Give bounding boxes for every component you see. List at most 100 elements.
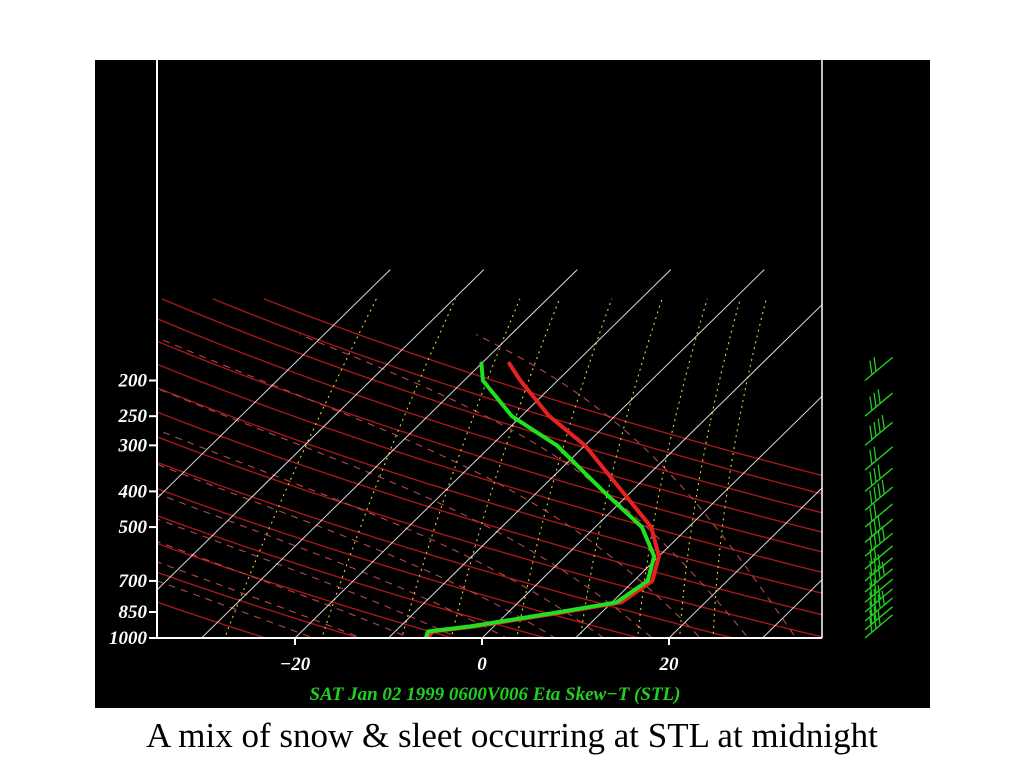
dry-adiabat xyxy=(157,542,455,638)
wind-barb-staff xyxy=(864,486,894,511)
wind-barb xyxy=(864,561,894,593)
dry-adiabat xyxy=(157,411,822,616)
dry-adiabat xyxy=(157,340,822,553)
wind-barb-feather xyxy=(881,415,885,430)
wind-barb-feather xyxy=(869,471,873,486)
mixing-ratio-line xyxy=(712,298,767,638)
isotherm xyxy=(387,269,765,638)
wind-barb-feather xyxy=(873,468,877,483)
wind-barb-feather xyxy=(877,594,881,609)
moist-adiabat xyxy=(157,492,508,638)
wind-barb-feather xyxy=(869,582,873,597)
wind-barb-feather xyxy=(869,609,873,625)
wind-barb-feather xyxy=(869,450,873,465)
wind-barb-feather xyxy=(869,522,873,537)
dry-adiabat xyxy=(263,298,822,477)
axes: 200 250 300 400 500 700 850 1000 −20 0 20 xyxy=(109,60,823,675)
wind-barb-feather xyxy=(873,588,877,603)
wind-barb-feather xyxy=(869,561,873,576)
wind-barb-staff xyxy=(864,467,894,492)
isotherm xyxy=(574,395,822,638)
pressure-tick-label: 250 xyxy=(118,406,148,427)
moist-adiabat xyxy=(157,336,702,638)
wind-barb-feather xyxy=(869,360,873,375)
wind-barb-feather xyxy=(877,515,881,530)
isotherm xyxy=(157,269,391,499)
moist-adiabat xyxy=(157,540,411,638)
temperature-tick-label: −20 xyxy=(280,654,311,675)
moist-adiabat xyxy=(157,561,363,638)
wind-barb-feather xyxy=(869,572,873,587)
wind-barb-feather xyxy=(873,392,877,408)
skew-t-chart: 200 250 300 400 500 700 850 1000 −20 0 20 SAT Jan … xyxy=(109,60,894,705)
mixing-ratio-line xyxy=(401,298,521,638)
wind-barb-staff xyxy=(864,421,894,446)
wind-barb-feather xyxy=(881,561,885,576)
isotherm xyxy=(294,269,672,638)
wind-barb xyxy=(864,356,894,382)
wind-barb-feather xyxy=(869,592,873,607)
isotherm xyxy=(761,578,822,638)
moist-adiabat xyxy=(299,333,749,638)
wind-barb-feather xyxy=(869,536,873,551)
wind-barb-feather xyxy=(873,614,877,629)
dry-adiabat xyxy=(157,601,268,638)
moist-adiabat xyxy=(157,429,605,638)
wind-barb-feather xyxy=(877,611,881,626)
wind-barb-feather xyxy=(873,446,877,461)
wind-barb-feather xyxy=(869,425,873,440)
wind-barb-feather xyxy=(877,554,881,569)
wind-barb-feather xyxy=(873,503,877,518)
wind-barb-staff xyxy=(864,392,894,417)
wind-barb xyxy=(864,479,894,511)
wind-barb-feather xyxy=(873,568,877,583)
dry-adiabat xyxy=(157,317,822,533)
wind-barb-feather xyxy=(869,507,873,522)
moist-adiabat xyxy=(157,463,557,638)
pressure-tick-label: 300 xyxy=(118,435,148,456)
wind-barb-feather xyxy=(881,525,885,541)
profiles xyxy=(423,361,661,638)
wind-barb xyxy=(864,389,894,417)
wind-barb xyxy=(864,611,894,639)
wind-barb xyxy=(864,525,894,557)
wind-barb xyxy=(864,446,894,471)
pressure-tick-label: 400 xyxy=(118,481,148,502)
dry-adiabat xyxy=(157,363,822,573)
dry-adiabat xyxy=(212,298,822,495)
wind-barb-feather xyxy=(881,590,885,606)
wind-barb-feather xyxy=(869,618,873,633)
wind-barb-feather xyxy=(873,486,877,502)
pressure-tick-label: 200 xyxy=(118,370,148,391)
wind-barb-feather xyxy=(873,532,877,548)
wind-barb-feather xyxy=(869,549,873,564)
wind-barb-feather xyxy=(873,518,877,534)
wind-barb-feather xyxy=(877,565,881,580)
wind-barb-feather xyxy=(873,422,877,437)
slide-caption: A mix of snow & sleet occurring at STL a… xyxy=(146,716,878,755)
wind-barb-staff xyxy=(864,446,894,471)
temperature-tick-label: 0 xyxy=(477,654,487,675)
moist-adiabat xyxy=(475,334,797,638)
wind-barb xyxy=(864,415,894,446)
isotherm xyxy=(668,487,822,638)
wind-barb-feather xyxy=(873,545,877,560)
temperature-tick-label: 20 xyxy=(659,654,680,675)
wind-barb xyxy=(864,464,894,492)
mixing-ratio-line xyxy=(321,298,456,638)
wind-barb-feather xyxy=(869,396,873,411)
wind-barb-feather xyxy=(873,357,877,372)
mixing-ratio-line xyxy=(450,298,561,638)
pressure-tick-label: 500 xyxy=(119,517,148,538)
dry-adiabat xyxy=(157,487,643,638)
pressure-tick-label: 850 xyxy=(119,602,148,623)
moist-adiabat xyxy=(157,580,315,638)
isotherm xyxy=(200,269,578,638)
dry-adiabat xyxy=(157,571,362,638)
isotherm xyxy=(481,303,822,638)
wind-barb-staff xyxy=(864,532,894,557)
mixing-ratio-line xyxy=(637,298,708,638)
wind-barb-feather xyxy=(873,597,877,612)
dry-adiabat xyxy=(157,436,822,638)
dry-adiabat xyxy=(157,461,736,638)
